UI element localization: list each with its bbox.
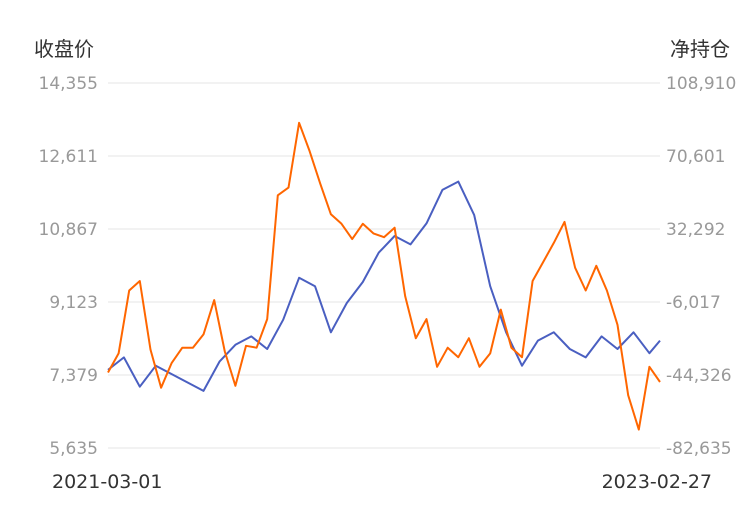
series <box>107 121 661 431</box>
right-tick-label: -6,017 <box>666 293 721 313</box>
right-axis-title: 净持仓 <box>670 37 730 61</box>
right-tick-label: 32,292 <box>666 220 725 240</box>
right-tick-label: -44,326 <box>666 366 732 386</box>
left-axis-title: 收盘价 <box>34 37 94 61</box>
net-position-line <box>107 121 661 431</box>
left-tick-label: 7,379 <box>49 366 98 386</box>
close-price-line <box>107 180 661 392</box>
left-tick-label: 14,355 <box>39 74 98 94</box>
left-tick-label: 9,123 <box>49 293 98 313</box>
grid <box>108 82 660 449</box>
x-start-label: 2021-03-01 <box>52 471 162 493</box>
left-tick-label: 5,635 <box>49 439 98 459</box>
right-tick-labels: 108,910 70,601 32,292 -6,017 -44,326 -82,635 <box>666 74 736 459</box>
right-tick-label: -82,635 <box>666 439 732 459</box>
left-tick-label: 10,867 <box>39 220 98 240</box>
right-tick-label: 70,601 <box>666 147 725 167</box>
left-tick-labels: 14,355 12,611 10,867 9,123 7,379 5,635 <box>39 74 98 459</box>
right-tick-label: 108,910 <box>666 74 736 94</box>
x-end-label: 2023-02-27 <box>602 471 712 493</box>
left-tick-label: 12,611 <box>39 147 98 167</box>
